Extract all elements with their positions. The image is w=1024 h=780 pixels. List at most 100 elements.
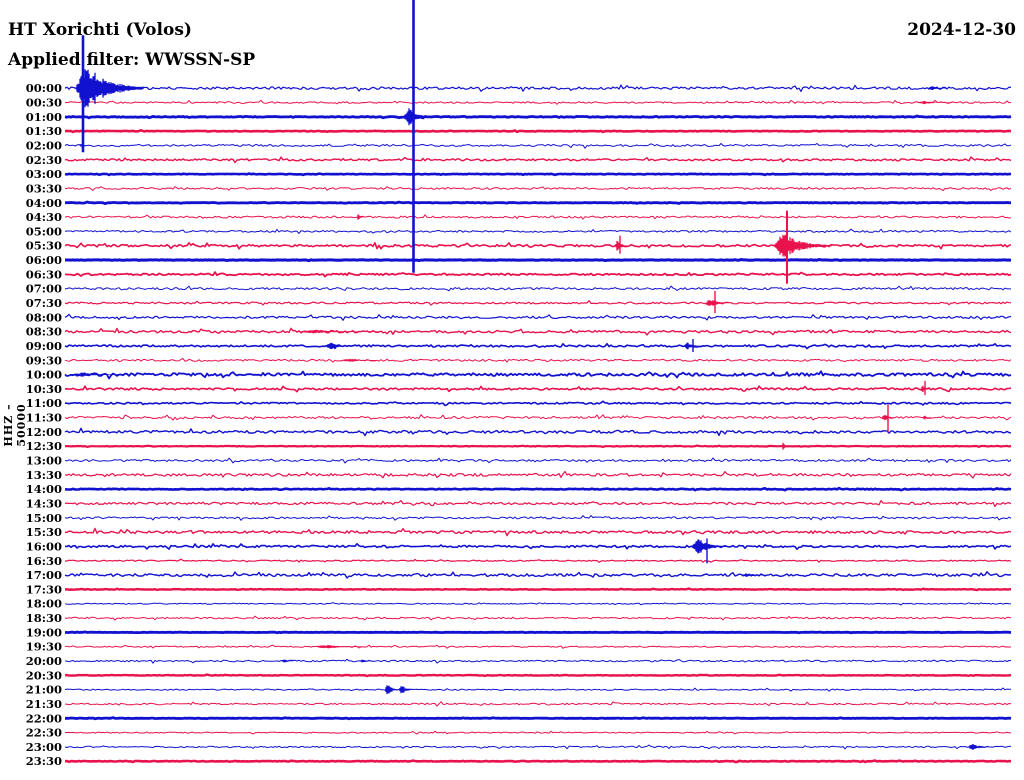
time-label: 13:30 (26, 468, 62, 482)
plot-date: 2024-12-30 (907, 20, 1016, 40)
event-burst (705, 300, 729, 306)
time-label: 08:00 (26, 310, 62, 324)
trace-row (64, 630, 1012, 635)
time-label: 12:00 (26, 425, 62, 439)
time-label: 05:00 (26, 224, 62, 238)
station-title: HT Xorichti (Volos) (8, 20, 192, 40)
time-label: 04:30 (26, 210, 62, 224)
time-label: 16:00 (26, 539, 62, 553)
time-label: 22:00 (26, 711, 62, 725)
event-burst (741, 573, 769, 577)
trace-row (65, 258, 1012, 263)
time-label: 02:00 (26, 139, 62, 153)
trace-row (64, 587, 1012, 592)
trace-row (64, 427, 1012, 437)
time-label: 14:00 (26, 482, 62, 496)
trace-row (65, 400, 1012, 407)
time-label: 20:00 (26, 654, 62, 668)
time-label: 19:00 (26, 625, 62, 639)
time-label: 15:30 (26, 525, 62, 539)
trace-row (64, 172, 1012, 177)
trace-row (65, 716, 1012, 721)
time-label: 00:00 (26, 81, 62, 95)
event-burst (614, 240, 628, 251)
event-burst (691, 539, 727, 554)
time-label: 00:30 (26, 96, 62, 110)
event-burst (71, 372, 125, 377)
trace-row (64, 414, 1012, 421)
time-label: 09:00 (26, 339, 62, 353)
time-label: 13:00 (26, 454, 62, 468)
time-label: 14:30 (26, 497, 62, 511)
time-label: 19:30 (26, 640, 62, 654)
trace-row (64, 114, 1012, 120)
time-label: 06:00 (26, 253, 62, 267)
time-label: 22:30 (26, 726, 62, 740)
trace-row (64, 527, 1012, 537)
filter-label: Applied filter: WWSSN-SP (8, 50, 256, 70)
event-burst (341, 358, 377, 362)
trace-row (64, 457, 1012, 464)
trace-row (64, 271, 1012, 278)
trace-row (64, 342, 1012, 350)
event-burst (315, 645, 363, 649)
trace-row (64, 300, 1012, 306)
event-burst (297, 330, 383, 334)
trace-row (64, 129, 1012, 134)
trace-row (64, 470, 1012, 479)
event-burst (683, 342, 703, 350)
trace-row (64, 186, 1012, 192)
trace-row (64, 687, 1012, 692)
event-burst (403, 108, 431, 126)
time-label: 15:00 (26, 511, 62, 525)
time-label: 03:00 (26, 167, 62, 181)
time-label: 10:00 (26, 368, 62, 382)
trace-row (64, 370, 1012, 380)
trace-row (64, 214, 1012, 220)
time-label: 07:00 (26, 282, 62, 296)
trace-row (64, 759, 1012, 764)
time-label: 17:00 (26, 568, 62, 582)
event-burst (927, 86, 947, 90)
trace-row (64, 558, 1012, 563)
trace-row (64, 486, 1012, 492)
time-label: 06:30 (26, 267, 62, 281)
time-label: 20:30 (26, 668, 62, 682)
trace-row (64, 701, 1012, 707)
time-label: 10:30 (26, 382, 62, 396)
event-burst (881, 415, 895, 421)
trace-row (64, 313, 1012, 321)
trace-row (65, 543, 1012, 550)
trace-row (64, 327, 1012, 336)
time-label: 04:00 (26, 196, 62, 210)
trace-row (64, 156, 1012, 164)
event-burst (359, 659, 374, 663)
event-burst (398, 686, 414, 694)
time-label: 23:00 (26, 740, 62, 754)
trace-row (64, 673, 1012, 678)
trace-row (64, 602, 1012, 606)
time-label: 02:30 (26, 153, 62, 167)
event-burst (356, 214, 364, 220)
trace-row (64, 228, 1012, 234)
time-label: 18:00 (26, 597, 62, 611)
trace-row (64, 571, 1012, 579)
trace-row (64, 644, 1012, 649)
trace-row (64, 500, 1012, 508)
event-burst (781, 442, 789, 450)
time-label: 09:30 (26, 353, 62, 367)
trace-row (64, 143, 1012, 149)
trace-row (64, 615, 1012, 621)
trace-row (64, 658, 1012, 664)
time-label: 01:30 (26, 124, 62, 138)
time-label: 12:30 (26, 439, 62, 453)
event-burst (79, 144, 88, 147)
time-label: 17:30 (26, 582, 62, 596)
time-label: 03:30 (26, 181, 62, 195)
trace-row (64, 515, 1012, 521)
event-burst (384, 685, 400, 695)
event-burst (772, 234, 832, 257)
trace-row (64, 744, 1012, 750)
